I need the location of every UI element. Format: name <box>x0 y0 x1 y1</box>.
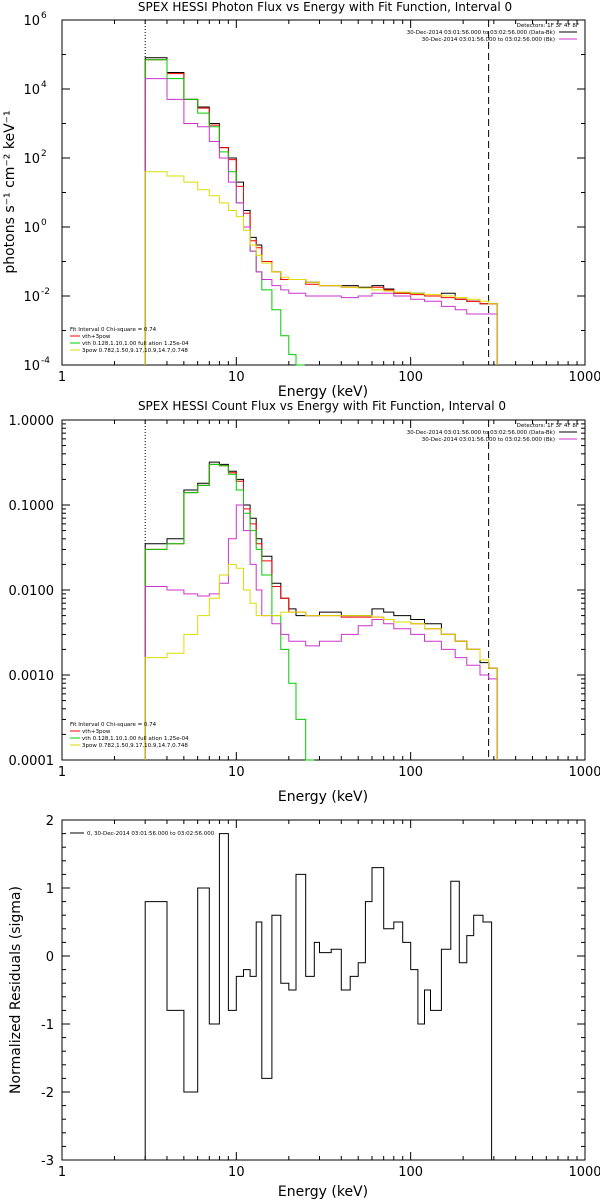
count-flux-y-tick-label: 0.0100 <box>9 584 55 599</box>
count-flux-x-axis-label: Energy (keV) <box>278 789 368 805</box>
photon-flux-y-tick-exponent: 4 <box>41 80 47 90</box>
photon-flux-y-tick-label: 10 <box>23 290 40 305</box>
residuals-series-0 <box>144 833 493 1160</box>
photon-flux-x-tick-label: 100 <box>398 370 423 385</box>
residuals-axes: 1 10 100 1000 -3 -2 -1 0 1 2 <box>41 814 600 1180</box>
count-flux-x-tick-label: 100 <box>398 765 423 780</box>
count-flux-y-tick-label: 0.0010 <box>9 669 55 684</box>
count-flux-y-tick-label: 0.0001 <box>9 754 55 769</box>
photon-flux-detector-legend-header: Detectors: 1F 3F 4F 8F <box>517 23 579 29</box>
count-flux-detector-legend-header: Detectors: 1F 3F 4F 8F <box>517 423 579 429</box>
count-flux-fit-legend-label: vth 0.128,1.10,1.00 full ation 1.25e-04 <box>82 736 189 742</box>
residuals-legend-label: 0, 30-Dec-2014 03:01:56.000 to 03:02:56.… <box>87 831 215 837</box>
count-flux-x-tick-label: 1000 <box>568 765 600 780</box>
photon-flux-series <box>144 20 498 366</box>
residuals-x-tick-label: 1000 <box>568 1165 600 1180</box>
residuals-y-axis-label: Normalized Residuals (sigma) <box>8 886 24 1094</box>
photon-flux-series-4 <box>144 171 498 365</box>
count-flux-x-tick-label: 1 <box>58 765 66 780</box>
count-flux-detector-legend-label: 30-Dec-2014 03:01:56.000 to 03:02:56.000… <box>407 430 555 436</box>
photon-flux-x-tick-label: 10 <box>228 370 245 385</box>
residuals-series <box>144 833 493 1160</box>
count-flux-x-tick-label: 10 <box>228 765 245 780</box>
photon-flux-fit-legend-label: vth 0.128,1.10,1.00 full ation 1.25e-04 <box>82 341 189 347</box>
count-flux-series <box>144 420 498 761</box>
photon-flux-y-tick-exponent: 0 <box>41 218 47 228</box>
photon-flux-panel: SPEX HESSI Photon Flux vs Energy with Fi… <box>2 0 600 400</box>
photon-flux-fit-legend: Fit Interval 0 Chi-square = 0.74vth+3pow… <box>70 327 189 354</box>
residuals-plot-frame <box>61 819 586 1161</box>
photon-flux-fit-legend-label: vth+3pow <box>82 334 111 340</box>
count-flux-fit-legend-header: Fit Interval 0 Chi-square = 0.74 <box>70 722 157 728</box>
residuals-y-tick-label: 0 <box>46 950 54 965</box>
residuals-y-tick-label: -1 <box>41 1018 54 1033</box>
count-flux-fit-legend-label: vth+3pow <box>82 729 111 735</box>
count-flux-series-3 <box>144 504 498 760</box>
count-flux-y-tick-label: 1.0000 <box>9 414 55 429</box>
photon-flux-y-tick-exponent: -2 <box>41 287 50 297</box>
photon-flux-y-tick-label: 10 <box>23 221 40 236</box>
count-flux-series-4 <box>144 563 498 760</box>
residuals-x-tick-label: 1 <box>58 1165 66 1180</box>
count-flux-fit-legend: Fit Interval 0 Chi-square = 0.74vth+3pow… <box>70 722 189 749</box>
residuals-y-tick-label: 1 <box>46 882 54 897</box>
count-flux-axes: 1 10 100 1000 0.0001 0.0010 0.0100 0.1000 1.0000 <box>9 414 600 780</box>
photon-flux-y-tick-label: 10 <box>23 359 40 374</box>
photon-flux-series-3 <box>144 78 498 365</box>
photon-flux-fit-legend-label: 3pow 0.782,1.50,9.17,10.9,14.7,0.748 <box>82 348 188 354</box>
residuals-y-tick-label: -3 <box>41 1154 54 1169</box>
count-flux-y-tick-label: 0.1000 <box>9 499 55 514</box>
photon-flux-title: SPEX HESSI Photon Flux vs Energy with Fi… <box>138 0 512 14</box>
photon-flux-y-tick-exponent: 2 <box>41 149 47 159</box>
photon-flux-y-tick-exponent: 6 <box>41 11 47 21</box>
photon-flux-x-axis-label: Energy (keV) <box>278 384 368 400</box>
photon-flux-detector-legend-label: 30-Dec-2014 03:01:56.000 to 03:02:56.000… <box>422 37 555 43</box>
residuals-y-tick-label: -2 <box>41 1086 54 1101</box>
photon-flux-y-tick-label: 10 <box>23 152 40 167</box>
count-flux-fit-legend-label: 3pow 0.782,1.50,9.17,10.9,14.7,0.748 <box>82 743 188 749</box>
residuals-y-tick-label: 2 <box>46 814 54 829</box>
photon-flux-y-tick-label: 10 <box>23 83 40 98</box>
count-flux-title: SPEX HESSI Count Flux vs Energy with Fit… <box>138 399 506 413</box>
photon-flux-x-tick-label: 1 <box>58 370 66 385</box>
residuals-panel: 1 10 100 1000 -3 -2 -1 0 1 2 Energy (keV) Normali… <box>8 814 600 1200</box>
residuals-x-tick-label: 10 <box>228 1165 245 1180</box>
residuals-x-axis-label: Energy (keV) <box>278 1184 368 1200</box>
photon-flux-y-tick-label: 10 <box>23 14 40 29</box>
residuals-x-tick-label: 100 <box>398 1165 423 1180</box>
photon-flux-fit-legend-header: Fit Interval 0 Chi-square = 0.74 <box>70 327 157 333</box>
photon-flux-y-tick-exponent: -4 <box>41 356 50 366</box>
count-flux-panel: SPEX HESSI Count Flux vs Energy with Fit… <box>9 399 600 805</box>
count-flux-detector-legend-label: 30-Dec-2014 03:01:56.000 to 03:02:56.000… <box>422 437 555 443</box>
residuals-legend: 0, 30-Dec-2014 03:01:56.000 to 03:02:56.… <box>70 831 215 837</box>
photon-flux-y-axis-label: photons s⁻¹ cm⁻² keV⁻¹ <box>2 110 18 273</box>
photon-flux-detector-legend-label: 30-Dec-2014 03:01:56.000 to 03:02:56.000… <box>407 30 555 36</box>
photon-flux-x-tick-label: 1000 <box>568 370 600 385</box>
